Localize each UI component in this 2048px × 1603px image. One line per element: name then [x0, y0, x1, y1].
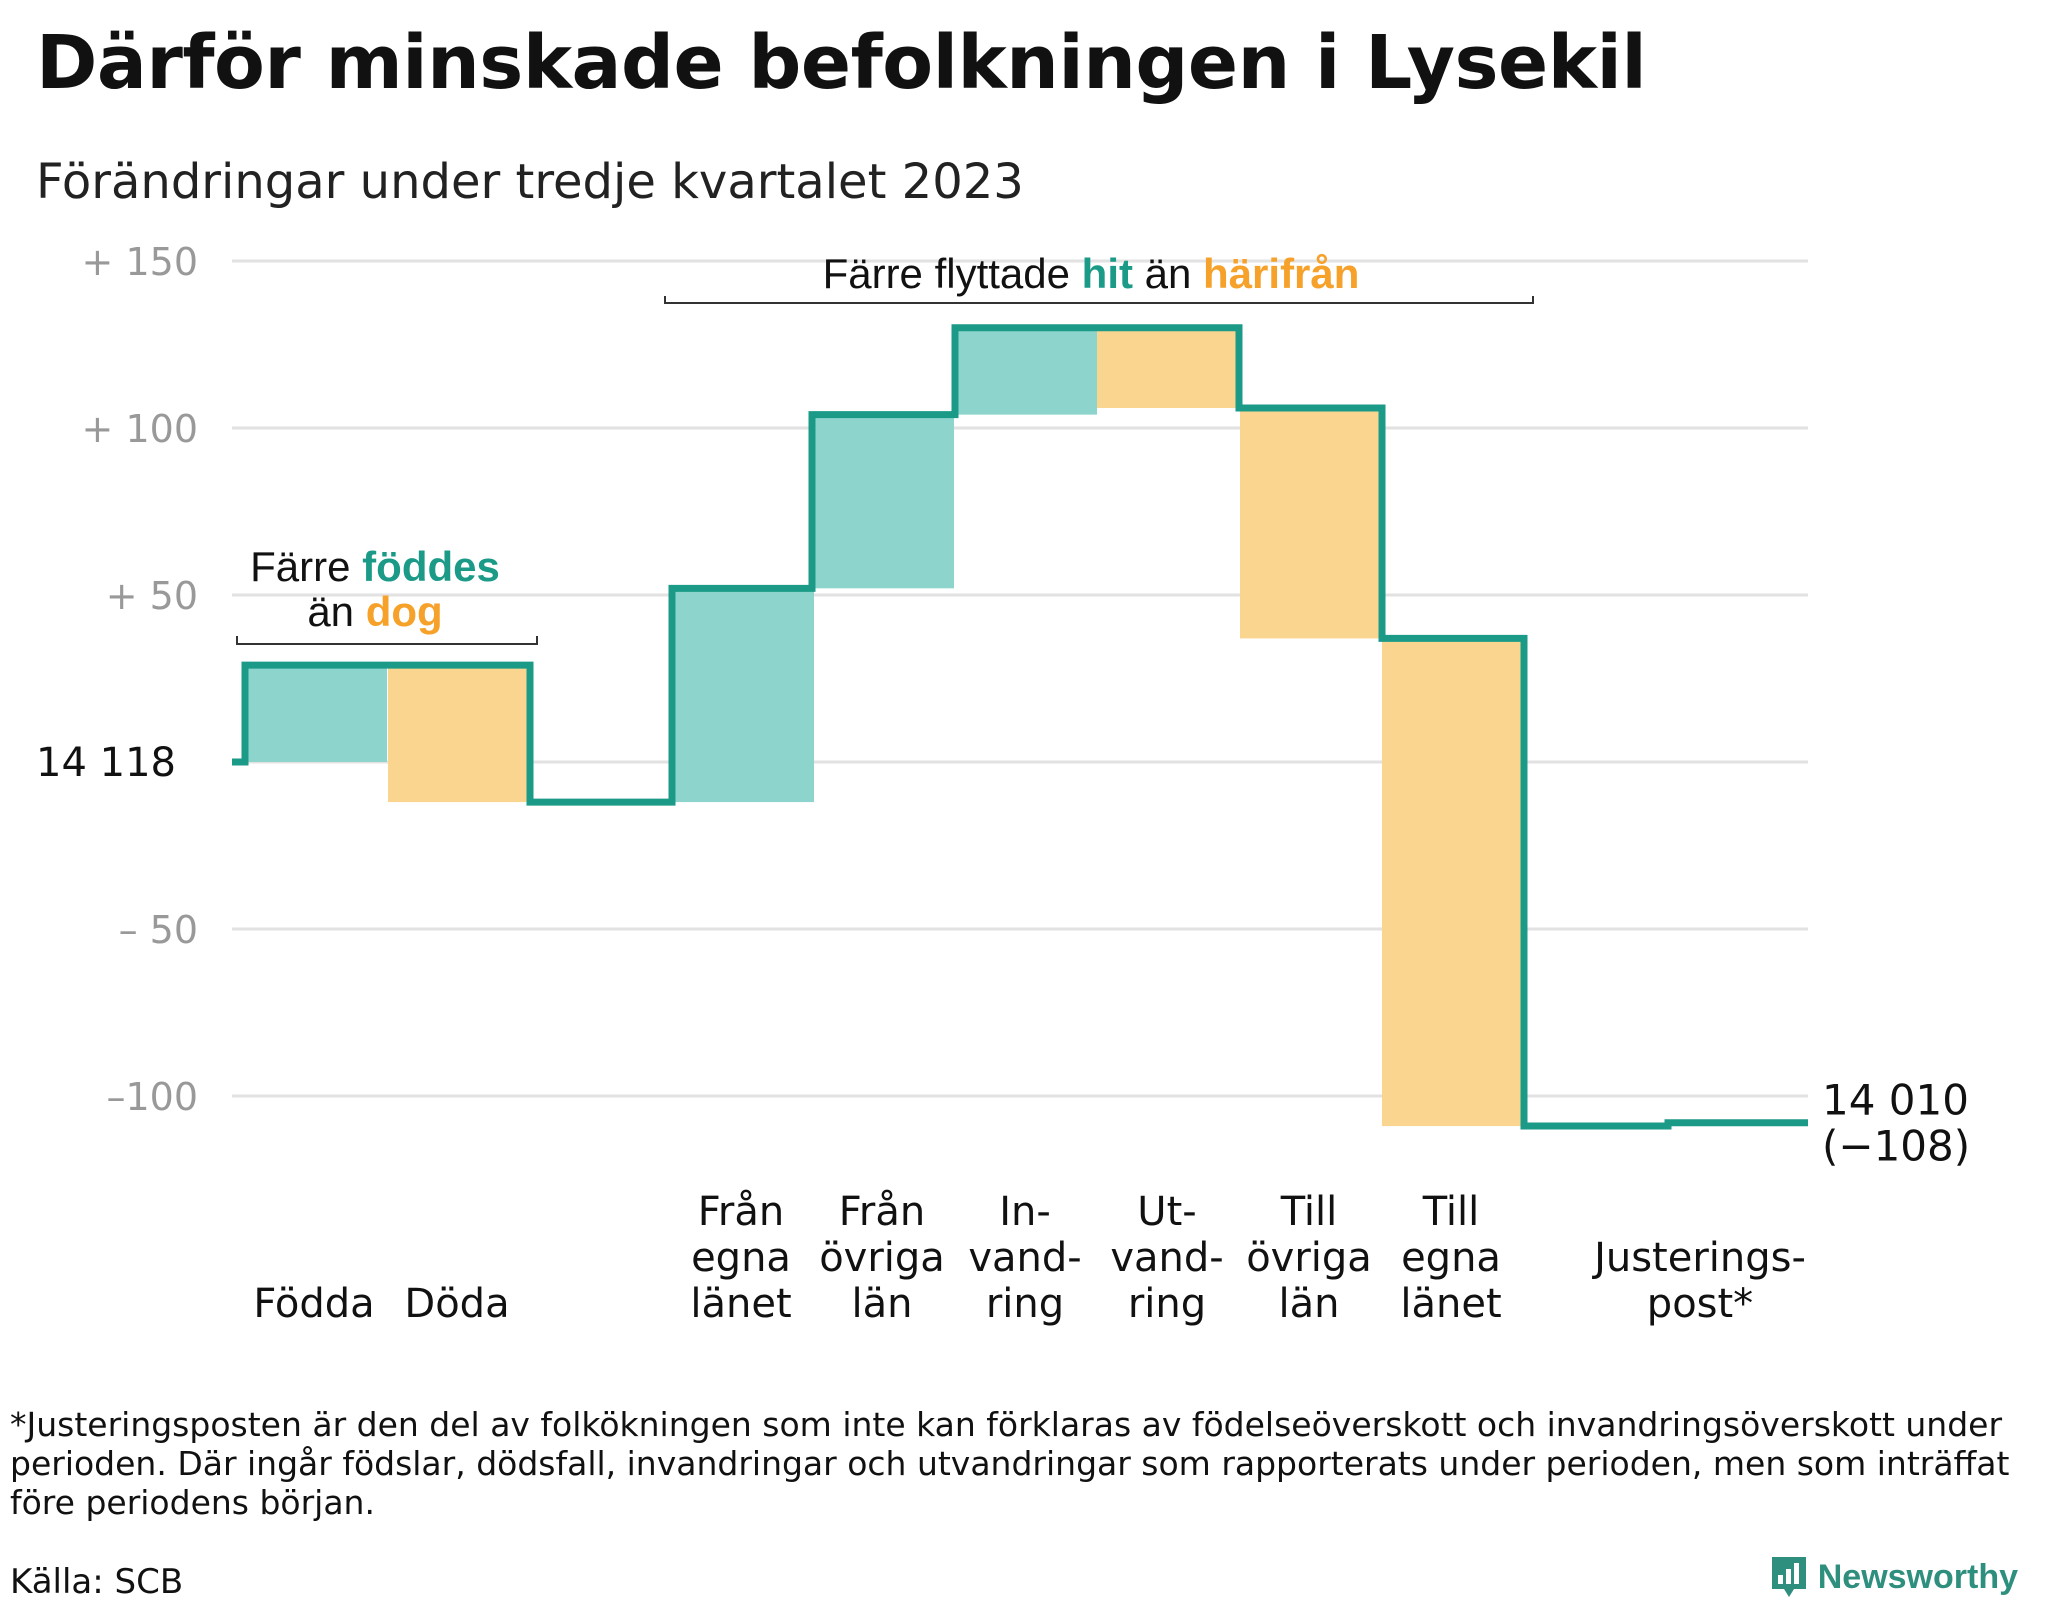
chart-subtitle: Förändringar under tredje kvartalet 2023 — [36, 154, 1024, 210]
category-label: övriga — [819, 1235, 945, 1281]
annotation-migration-part: än — [1133, 250, 1203, 297]
annotation-migration-part: härifrån — [1203, 250, 1359, 297]
category-label: egna — [1401, 1235, 1501, 1281]
brand[interactable]: Newsworthy — [1770, 1555, 2018, 1599]
annotation-migration-part: Färre flyttade — [823, 250, 1082, 297]
annotation-births-deaths-line2-part: dog — [366, 588, 443, 635]
bar-från-övriga-län — [812, 414, 954, 589]
y-tick-label: + 100 — [82, 407, 198, 451]
category-label: länet — [690, 1281, 791, 1327]
start-value-label: 14 118 — [36, 740, 176, 786]
category-label: Till — [1280, 1189, 1338, 1235]
y-tick-label: – 50 — [119, 908, 198, 952]
annotation-births-deaths-line1-part: föddes — [362, 543, 500, 590]
annotation-migration: Färre flyttade hit än härifrån — [823, 250, 1360, 297]
source-label: Källa: SCB — [10, 1562, 184, 1602]
newsworthy-logo-icon — [1770, 1555, 1808, 1599]
bar-från-egna-länet — [672, 588, 814, 803]
annotation-migration-part: hit — [1082, 250, 1133, 297]
category-label: ring — [986, 1281, 1064, 1327]
category-label: vand- — [968, 1235, 1081, 1281]
category-label: Till — [1422, 1189, 1480, 1235]
bar-födda — [245, 665, 387, 762]
category-label: Justerings- — [1591, 1235, 1806, 1281]
category-label: vand- — [1110, 1235, 1223, 1281]
category-label: Ut- — [1137, 1189, 1196, 1235]
category-label: län — [1279, 1281, 1340, 1327]
y-tick-label: + 50 — [106, 574, 198, 618]
category-label: egna — [691, 1235, 791, 1281]
category-label: länet — [1400, 1281, 1501, 1327]
cumulative-step-line — [232, 324, 1808, 1130]
category-label: län — [852, 1281, 913, 1327]
annotation-births-deaths-line1-part: Färre — [250, 543, 362, 590]
annotation-bracket — [664, 296, 1534, 304]
chart-title: Därför minskade befolkningen i Lysekil — [36, 20, 1647, 106]
category-label: post* — [1647, 1281, 1753, 1327]
category-label: Från — [698, 1189, 784, 1235]
footnote: *Justeringsposten är den del av folkökni… — [10, 1405, 2010, 1522]
category-label: övriga — [1246, 1235, 1372, 1281]
end-change-label: (−108) — [1822, 1122, 1970, 1171]
y-tick-label: + 150 — [82, 240, 198, 284]
waterfall-chart: + 150 + 100 + 50 – 50 –100 14 118 14 010(−108)… — [36, 240, 1970, 1327]
brand-label: Newsworthy — [1817, 1557, 2018, 1596]
category-label: Födda — [253, 1281, 374, 1327]
annotation-births-deaths-line2: än dog — [307, 588, 442, 635]
bar-invandring — [955, 327, 1097, 415]
bar-till-egna-länet — [1382, 638, 1524, 1127]
end-value-label: 14 010 — [1822, 1076, 1969, 1125]
y-tick-label: –100 — [106, 1075, 198, 1119]
category-label: In- — [999, 1189, 1051, 1235]
bar-till-övriga-län — [1240, 407, 1382, 639]
annotation-bracket — [236, 636, 538, 645]
annotation-births-deaths-line2-part: än — [307, 588, 365, 635]
category-label: Från — [839, 1189, 925, 1235]
category-label: ring — [1128, 1281, 1206, 1327]
bar-döda — [388, 665, 530, 803]
annotation-births-deaths-line1: Färre föddes — [250, 543, 500, 590]
category-label: Döda — [404, 1281, 509, 1327]
bar-utvandring — [1097, 327, 1239, 408]
